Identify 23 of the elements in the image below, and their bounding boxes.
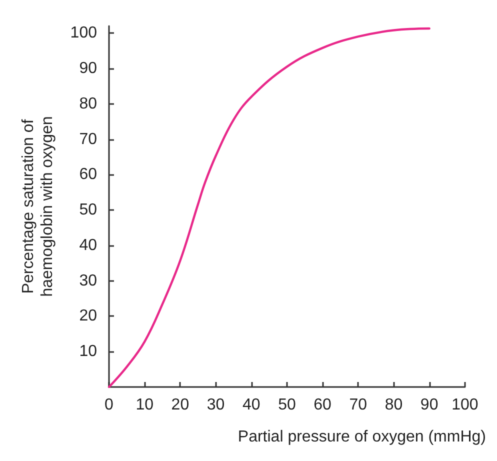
x-tick-label: 50 (278, 396, 296, 414)
y-tick-label: 100 (70, 24, 98, 42)
x-tick-label: 20 (171, 396, 190, 414)
x-tick-label: 70 (349, 396, 368, 414)
x-tick-label: 40 (242, 396, 260, 414)
y-tick-label: 30 (79, 272, 98, 290)
y-tick-label: 50 (79, 202, 98, 219)
y-tick-label: 90 (79, 60, 98, 77)
y-axis-title: Percentage saturation of haemoglobin with oxygen (20, 116, 56, 297)
x-tick-label: 0 (104, 396, 114, 414)
x-tick-label: 90 (420, 396, 438, 414)
x-tick-label: 60 (314, 396, 332, 414)
y-tick-label: 80 (79, 95, 98, 112)
y-tick-label: 40 (79, 236, 98, 254)
x-tick-label: 80 (384, 396, 403, 414)
x-axis-title: Partial pressure of oxygen (mmHg) (238, 428, 486, 446)
x-tick-label: 100 (452, 396, 478, 414)
x-tick-label: 10 (136, 396, 154, 414)
y-tick-label: 20 (79, 308, 98, 325)
y-tick-label: 70 (79, 130, 98, 148)
y-tick-label: 60 (79, 166, 98, 184)
y-tick-label: 10 (79, 343, 98, 360)
x-tick-label: 30 (206, 396, 225, 414)
